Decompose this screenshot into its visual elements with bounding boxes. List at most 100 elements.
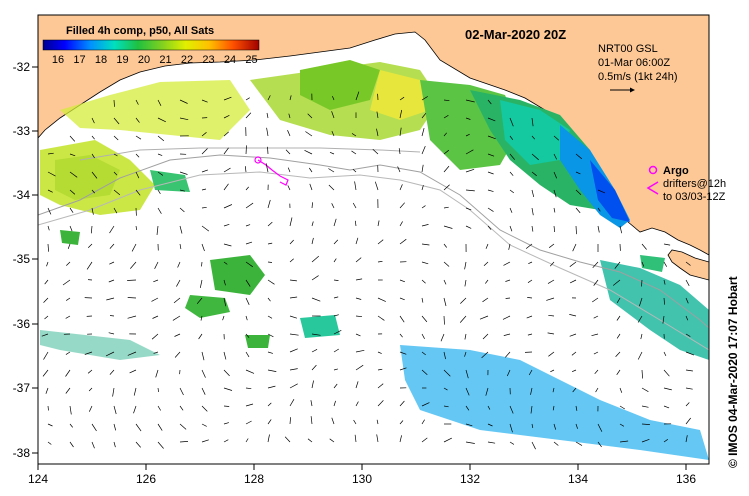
coastal-contour <box>79 147 421 161</box>
current-vector <box>245 97 250 101</box>
current-vector <box>553 135 560 141</box>
current-vector <box>222 315 225 321</box>
current-vector <box>663 387 672 391</box>
current-vector <box>355 278 363 281</box>
current-vector <box>421 351 426 356</box>
current-vector <box>509 171 514 176</box>
sst-patches <box>40 60 709 460</box>
current-vector <box>311 255 320 263</box>
current-vector <box>553 441 559 446</box>
y-tick-label: -38 <box>13 446 31 460</box>
current-vector <box>245 369 255 374</box>
current-vector <box>575 189 582 196</box>
current-vector <box>376 128 379 137</box>
current-vector <box>487 99 492 105</box>
current-vector <box>67 243 71 250</box>
current-vector <box>443 351 446 360</box>
current-vector <box>355 257 362 263</box>
current-vector <box>331 130 335 137</box>
current-vector <box>575 153 583 160</box>
current-vector <box>641 387 649 393</box>
current-vector <box>619 387 623 393</box>
current-vector <box>267 402 272 407</box>
y-tick-label: -34 <box>13 188 31 202</box>
current-vector <box>485 387 489 396</box>
current-vector <box>616 297 621 303</box>
current-vector <box>305 131 313 137</box>
current-vector <box>355 364 364 371</box>
current-vector <box>575 405 578 411</box>
current-vector <box>200 315 203 321</box>
current-vector <box>443 261 450 267</box>
current-vector <box>482 297 489 303</box>
current-vector <box>503 333 511 336</box>
current-vector <box>597 207 601 212</box>
current-vector <box>641 261 645 267</box>
current-vector <box>685 417 691 425</box>
current-vector <box>329 151 335 155</box>
current-vector <box>135 423 142 432</box>
current-vector <box>399 238 407 245</box>
current-vector <box>289 258 294 263</box>
current-vector <box>663 297 665 305</box>
current-vector <box>377 383 384 389</box>
current-info: NRT00 GSL 01-Mar 06:00Z 0.5m/s (1kt 24h) <box>598 43 677 93</box>
current-vector <box>421 224 429 227</box>
colorbar-tick-label: 19 <box>116 54 128 66</box>
current-vector <box>575 207 581 214</box>
current-vector <box>223 297 227 307</box>
current-vector <box>267 199 271 209</box>
current-vector <box>113 99 115 107</box>
colorbar-tick-label: 17 <box>73 54 85 66</box>
current-vector <box>153 279 159 283</box>
current-vector <box>553 171 558 179</box>
current-vector <box>509 207 513 213</box>
current-vector <box>310 416 313 425</box>
current-vector <box>465 369 469 379</box>
current-vector <box>487 171 494 175</box>
current-vector <box>531 423 534 428</box>
current-vector <box>443 437 452 443</box>
current-vector <box>289 315 298 319</box>
current-vector <box>201 132 207 137</box>
current-vector <box>615 351 621 357</box>
current-vector <box>328 184 335 191</box>
current-vector <box>113 405 117 415</box>
colorbar-ticks: 16 17 18 19 20 21 22 23 24 25 <box>52 54 258 66</box>
current-vector <box>223 114 230 119</box>
current-vector <box>223 96 232 101</box>
current-vector <box>465 168 475 173</box>
current-vector <box>223 223 230 227</box>
current-vector <box>509 189 515 194</box>
current-vector <box>333 218 337 227</box>
current-vector <box>597 189 606 194</box>
current-vector <box>377 297 386 302</box>
current-vector <box>177 261 181 268</box>
current-vector <box>288 113 291 119</box>
current-vector <box>69 189 76 195</box>
current-vector <box>399 435 402 443</box>
current-info-line3: 0.5m/s (1kt 24h) <box>598 71 677 83</box>
current-vector <box>663 351 667 357</box>
y-axis: -32 -33 -34 -35 -36 -37 -38 <box>13 60 38 460</box>
current-vector <box>267 333 274 338</box>
current-vector <box>223 131 229 137</box>
current-vector <box>135 225 138 231</box>
current-vector <box>421 315 428 323</box>
current-vector <box>637 315 643 323</box>
current-vector <box>465 117 471 120</box>
current-vector <box>157 423 163 431</box>
current-vector <box>151 333 159 340</box>
current-vector <box>328 168 335 173</box>
current-vector <box>267 315 273 319</box>
current-vector <box>333 296 339 299</box>
current-vector <box>304 149 313 155</box>
current-vector <box>88 387 93 392</box>
current-vector <box>612 279 621 286</box>
current-vector <box>459 315 467 323</box>
current-vector <box>245 241 253 245</box>
x-tick-label: 130 <box>352 472 372 486</box>
drifter-symbol <box>646 181 659 195</box>
map-layers <box>38 15 709 460</box>
current-vector <box>531 135 536 140</box>
